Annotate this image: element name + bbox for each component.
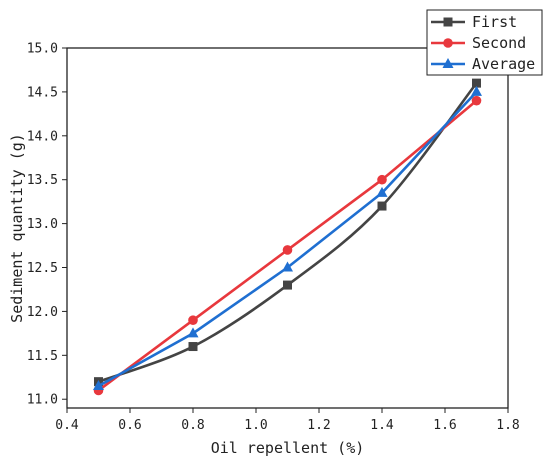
y-axis-label: Sediment quantity (g) xyxy=(8,133,26,323)
x-tick-label: 0.6 xyxy=(118,418,141,433)
y-tick-label: 13.5 xyxy=(27,173,58,188)
data-point-second xyxy=(188,315,198,325)
y-tick-label: 12.5 xyxy=(27,261,58,276)
legend-swatch-marker xyxy=(443,38,453,48)
legend-label-average: Average xyxy=(472,55,535,73)
data-point-average xyxy=(471,85,482,96)
series-line-average xyxy=(97,91,478,388)
data-point-average xyxy=(282,261,293,272)
y-tick-label: 14.0 xyxy=(27,129,58,144)
x-tick-label: 1.0 xyxy=(244,418,267,433)
series-first xyxy=(94,78,481,387)
data-point-average xyxy=(187,327,199,338)
series-second xyxy=(93,95,482,396)
data-point-first xyxy=(377,201,387,211)
data-point-average xyxy=(376,186,388,197)
series-line-first xyxy=(98,82,478,383)
y-tick-label: 14.5 xyxy=(27,85,58,100)
plot-border xyxy=(66,47,509,409)
y-axis-ticks: 11.0 11.5 12.0 12.5 13.0 13.5 14.0 14.5 15.0 xyxy=(27,42,67,408)
data-point-average xyxy=(93,380,104,391)
legend-label-second: Second xyxy=(472,34,526,52)
legend-item-first: First xyxy=(431,13,517,31)
series-layer xyxy=(93,78,482,396)
y-tick-label: 15.0 xyxy=(27,42,58,57)
legend-item-average: Average xyxy=(431,55,535,73)
x-tick-label: 1.4 xyxy=(370,418,394,433)
series-average xyxy=(93,85,482,391)
x-tick-label: 1.6 xyxy=(433,418,456,433)
x-axis-ticks: 0.4 0.6 0.8 1.0 1.2 1.4 1.6 1.8 xyxy=(55,408,520,433)
legend-swatch-marker xyxy=(443,17,453,27)
x-tick-label: 0.8 xyxy=(181,418,204,433)
data-point-first xyxy=(283,280,292,290)
legend-label-first: First xyxy=(472,13,517,31)
y-tick-label: 13.0 xyxy=(27,217,58,232)
y-tick-label: 12.0 xyxy=(27,305,58,320)
y-tick-label: 11.0 xyxy=(27,393,58,408)
plot-frame xyxy=(66,47,509,409)
data-point-second xyxy=(377,174,387,185)
data-point-first xyxy=(188,342,198,352)
y-tick-label: 11.5 xyxy=(27,349,58,364)
x-tick-label: 1.8 xyxy=(496,418,519,433)
x-tick-label: 0.4 xyxy=(55,418,79,433)
legend-item-second: Second xyxy=(431,34,526,52)
data-point-second xyxy=(471,95,482,106)
x-tick-label: 1.2 xyxy=(307,418,330,433)
x-axis-label: Oil repellent (%) xyxy=(211,439,365,457)
legend: First Second Average xyxy=(426,9,543,76)
data-point-first xyxy=(472,78,481,88)
data-point-second xyxy=(282,245,293,255)
legend-swatch-marker xyxy=(442,58,454,68)
